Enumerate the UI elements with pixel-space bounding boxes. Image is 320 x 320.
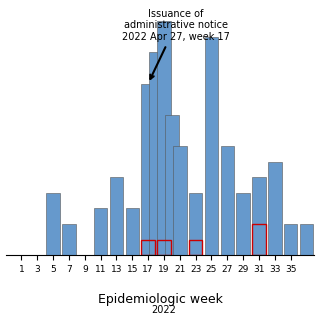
Bar xyxy=(173,146,187,255)
Bar xyxy=(157,21,171,255)
Bar xyxy=(165,115,179,255)
Bar xyxy=(189,240,202,255)
Bar xyxy=(252,224,266,255)
Text: 2022: 2022 xyxy=(152,305,176,315)
Bar xyxy=(157,240,171,255)
X-axis label: Epidemiologic week: Epidemiologic week xyxy=(98,293,222,306)
Bar xyxy=(94,208,107,255)
Bar xyxy=(220,146,234,255)
Bar xyxy=(236,193,250,255)
Bar xyxy=(268,162,282,255)
Bar xyxy=(141,240,155,255)
Bar xyxy=(284,224,297,255)
Bar xyxy=(189,193,202,255)
Bar xyxy=(46,193,60,255)
Text: Issuance of
administrative notice
2022 Apr 27, week 17: Issuance of administrative notice 2022 A… xyxy=(122,9,230,79)
Bar xyxy=(62,224,76,255)
Bar xyxy=(252,177,266,255)
Bar xyxy=(110,177,123,255)
Bar xyxy=(125,208,139,255)
Bar xyxy=(149,52,163,255)
Bar xyxy=(141,84,155,255)
Bar xyxy=(300,224,313,255)
Bar xyxy=(205,37,218,255)
